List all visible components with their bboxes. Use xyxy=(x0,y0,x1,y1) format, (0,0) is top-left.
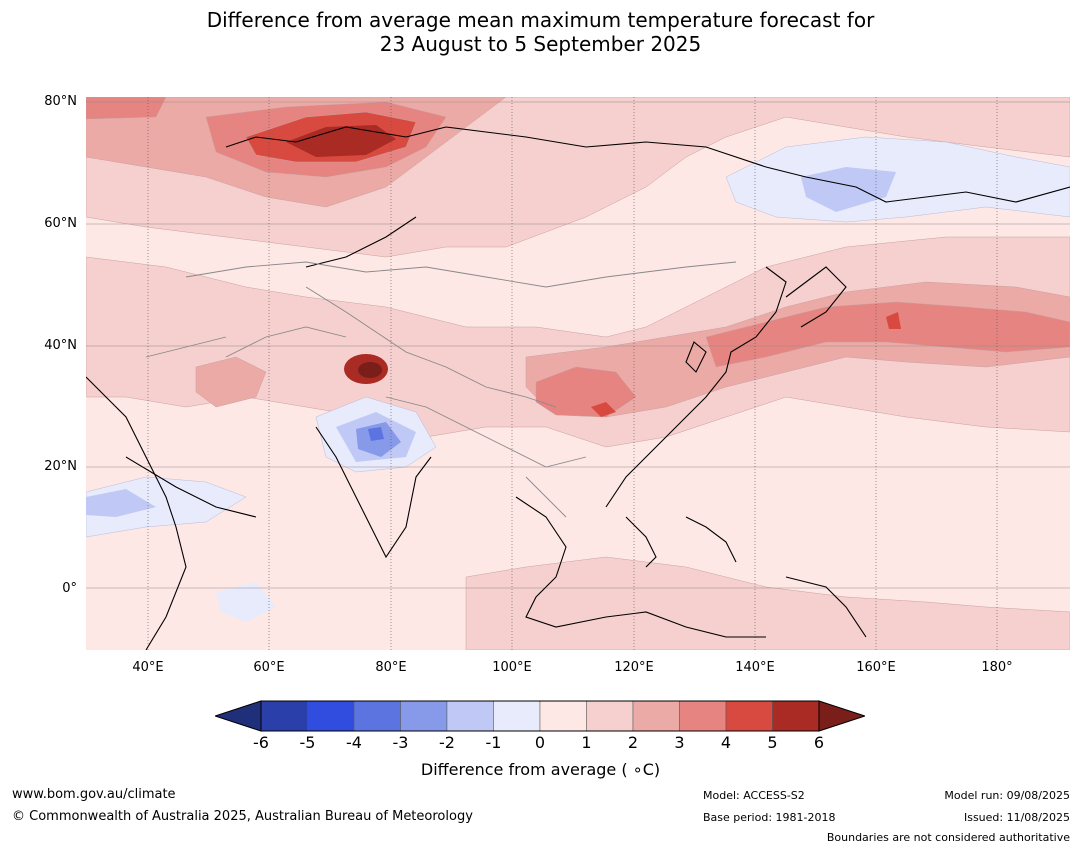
lon-label: 120°E xyxy=(614,660,654,675)
anomaly-region-neg4to3 xyxy=(368,427,384,441)
temperature-anomaly-map xyxy=(86,97,1070,650)
colorbar-swatch xyxy=(772,700,820,732)
anomaly-region-3to4 xyxy=(705,301,1070,368)
anomaly-region-4to5 xyxy=(886,312,901,329)
lon-label: 100°E xyxy=(492,660,532,675)
colorbar-tick-label: 6 xyxy=(813,733,825,752)
colorbar-swatch xyxy=(679,700,727,732)
anomaly-region-2to3 xyxy=(195,356,267,408)
anomaly-region-3to4 xyxy=(535,366,637,418)
colorbar-graphic xyxy=(213,700,867,732)
colorbar-swatch xyxy=(260,700,308,732)
model-text: Model: ACCESS-S2 xyxy=(703,789,805,802)
colorbar-swatch xyxy=(493,700,541,732)
lat-label: 80°N xyxy=(44,94,77,109)
title-line-2: 23 August to 5 September 2025 xyxy=(379,32,702,56)
colorbar-swatch xyxy=(400,700,448,732)
lon-label: 180° xyxy=(981,660,1013,675)
anomaly-region-1to2 xyxy=(465,556,1070,650)
colorbar-tick-label: -1 xyxy=(485,733,502,752)
colorbar-tick-label: -2 xyxy=(439,733,455,752)
colorbar-tick-label: 3 xyxy=(674,733,685,752)
colorbar-swatch xyxy=(353,700,401,732)
colorbar-swatch xyxy=(446,700,494,732)
copyright-text: © Commonwealth of Australia 2025, Austra… xyxy=(12,809,473,824)
colorbar-tick-label: 2 xyxy=(627,733,639,752)
anomaly-region-neg1to0 xyxy=(216,582,276,622)
country-borders xyxy=(145,261,737,518)
website-text: www.bom.gov.au/climate xyxy=(12,787,176,802)
lat-label: 20°N xyxy=(44,459,77,474)
lat-label: 60°N xyxy=(44,216,77,231)
anomaly-hotspot-gt6 xyxy=(358,362,382,378)
lon-label: 140°E xyxy=(735,660,775,675)
base-period-text: Base period: 1981-2018 xyxy=(703,811,836,824)
colorbar-swatch xyxy=(725,700,773,732)
colorbar xyxy=(213,700,867,732)
colorbar-tick-label: 5 xyxy=(767,733,778,752)
colorbar-tick-label: -6 xyxy=(253,733,269,752)
colorbar-swatch xyxy=(307,700,355,732)
lon-label: 40°E xyxy=(132,660,164,675)
anomaly-region-4to5 xyxy=(591,402,616,417)
coastlines xyxy=(86,126,1070,650)
colorbar-label: Difference from average ( ∘C) xyxy=(420,760,661,779)
colorbar-extension-high xyxy=(818,700,867,732)
map-title: Difference from average mean maximum tem… xyxy=(0,8,1081,56)
colorbar-tick-label: -4 xyxy=(346,733,362,752)
lon-label: 80°E xyxy=(375,660,407,675)
anomaly-region-1to2 xyxy=(86,236,1070,448)
colorbar-tick-label: 4 xyxy=(720,733,732,752)
lat-label: 40°N xyxy=(44,338,77,353)
colorbar-tick-label: -5 xyxy=(299,733,316,752)
lon-label: 160°E xyxy=(856,660,896,675)
title-line-1: Difference from average mean maximum tem… xyxy=(206,8,875,32)
colorbar-tick-label: 1 xyxy=(581,733,592,752)
anomaly-region-3to4 xyxy=(86,97,167,120)
colorbar-tick-label: -3 xyxy=(392,733,409,752)
model-run-text: Model run: 09/08/2025 xyxy=(944,789,1070,802)
lon-label: 60°E xyxy=(253,660,285,675)
colorbar-swatch xyxy=(539,700,587,732)
graticule-meridians xyxy=(147,97,998,650)
anomaly-region-5to6 xyxy=(286,125,396,157)
anomaly-region-neg2to1 xyxy=(801,167,896,212)
issued-text: Issued: 11/08/2025 xyxy=(963,811,1070,824)
anomaly-region-neg1to0 xyxy=(725,136,1070,223)
graticule xyxy=(86,101,1070,589)
disclaimer-text: Boundaries are not considered authoritat… xyxy=(826,831,1070,844)
colorbar-tick-label: 0 xyxy=(534,733,546,752)
colorbar-extension-low xyxy=(213,700,262,732)
lat-label: 0° xyxy=(62,581,77,596)
colorbar-swatch xyxy=(586,700,634,732)
anomaly-region-neg2to1 xyxy=(86,489,156,517)
map-canvas xyxy=(86,97,1070,650)
colorbar-swatch xyxy=(632,700,680,732)
